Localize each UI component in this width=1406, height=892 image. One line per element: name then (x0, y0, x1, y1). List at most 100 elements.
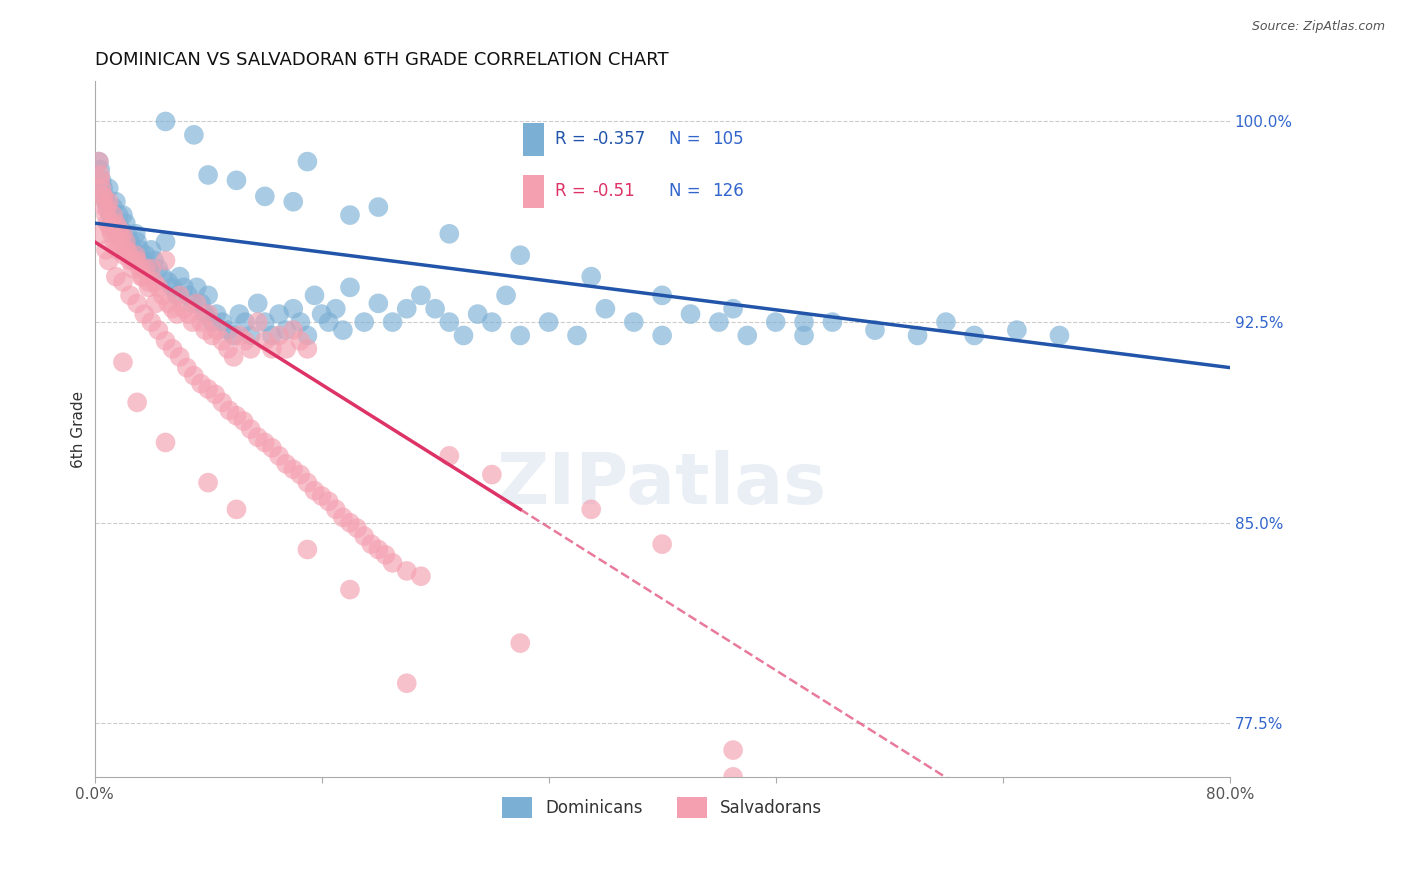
Point (346, 521, 368, 535)
Point (107, 208, 129, 222)
Point (311, 489, 333, 503)
Point (141, 243, 163, 257)
Point (395, 301, 418, 316)
Point (360, 537, 382, 551)
Point (304, 483, 326, 498)
Point (232, 414, 254, 428)
Point (91, 189, 114, 203)
Point (190, 315, 212, 329)
Point (935, 315, 957, 329)
Point (148, 280, 170, 294)
Point (325, 502, 347, 516)
Point (155, 114, 177, 128)
Point (152, 269, 174, 284)
Point (186, 296, 208, 310)
Point (115, 227, 138, 241)
Point (439, 227, 461, 241)
Point (181, 315, 204, 329)
Point (367, 542, 389, 557)
Point (481, 467, 503, 482)
Point (138, 275, 160, 289)
Point (283, 323, 305, 337)
Point (260, 441, 283, 455)
Point (108, 221, 131, 235)
Point (353, 315, 375, 329)
Point (87, 154, 110, 169)
Point (239, 342, 262, 356)
Point (103, 235, 125, 249)
Point (297, 154, 319, 169)
Point (509, 328, 531, 343)
Point (963, 328, 986, 343)
Point (94, 194, 117, 209)
Point (205, 323, 228, 337)
Point (118, 288, 141, 302)
Point (267, 328, 290, 343)
Point (225, 173, 247, 187)
Point (509, 636, 531, 650)
Point (125, 248, 148, 262)
Point (141, 315, 163, 329)
Point (108, 235, 131, 249)
Point (97, 253, 120, 268)
Point (253, 315, 276, 329)
Point (679, 307, 702, 321)
Point (124, 253, 146, 268)
Point (111, 355, 134, 369)
Point (217, 342, 239, 356)
Point (260, 328, 283, 343)
Point (439, 315, 461, 329)
Point (509, 248, 531, 262)
Point (111, 208, 134, 222)
Point (157, 296, 180, 310)
Point (197, 288, 219, 302)
Point (101, 200, 124, 214)
Point (131, 269, 153, 284)
Point (239, 422, 262, 436)
Point (132, 253, 155, 268)
Point (91, 181, 114, 195)
Point (93, 189, 115, 203)
Point (537, 315, 560, 329)
Point (276, 323, 298, 337)
Y-axis label: 6th Grade: 6th Grade (72, 391, 86, 467)
Point (112, 235, 135, 249)
Point (381, 315, 404, 329)
Point (169, 350, 191, 364)
Point (318, 494, 340, 508)
Point (138, 280, 160, 294)
Point (260, 342, 283, 356)
Point (104, 194, 127, 209)
Point (89, 173, 111, 187)
Point (93, 200, 115, 214)
Point (395, 676, 418, 690)
Point (246, 296, 269, 310)
Point (166, 288, 188, 302)
Point (381, 556, 404, 570)
Point (907, 328, 929, 343)
Point (143, 253, 166, 268)
Point (100, 216, 122, 230)
Point (90, 173, 112, 187)
Point (1049, 328, 1071, 343)
Point (211, 395, 233, 409)
Point (276, 342, 298, 356)
Point (169, 288, 191, 302)
Point (367, 200, 389, 214)
Point (409, 569, 432, 583)
Point (183, 368, 205, 383)
Point (201, 315, 224, 329)
Point (104, 216, 127, 230)
Point (138, 261, 160, 276)
Point (122, 261, 145, 276)
Point (112, 248, 135, 262)
Point (111, 227, 134, 241)
Point (197, 168, 219, 182)
Text: DOMINICAN VS SALVADORAN 6TH GRADE CORRELATION CHART: DOMINICAN VS SALVADORAN 6TH GRADE CORREL… (94, 51, 668, 69)
Point (141, 261, 163, 276)
Point (127, 253, 149, 268)
Point (177, 307, 200, 321)
Point (423, 301, 446, 316)
Point (97, 194, 120, 209)
Point (283, 462, 305, 476)
